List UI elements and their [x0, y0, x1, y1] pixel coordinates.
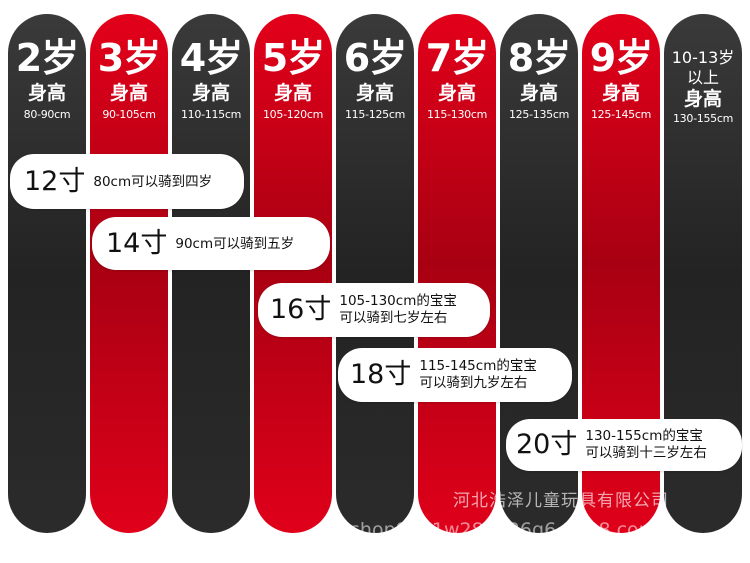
size-description-line1: 115-145cm的宝宝	[419, 358, 537, 374]
age-label: 7岁	[425, 36, 489, 80]
size-label: 12寸	[24, 165, 86, 197]
age-column-2: 2岁 身高 80-90cm	[8, 14, 86, 533]
size-pill-12: 12寸 80cm可以骑到四岁	[10, 154, 244, 209]
age-column-7: 7岁 身高 115-130cm	[418, 14, 496, 533]
height-label: 身高	[109, 82, 148, 104]
height-label: 身高	[601, 82, 640, 104]
height-label: 身高	[355, 82, 394, 104]
size-pill-14: 14寸 90cm可以骑到五岁	[92, 217, 330, 270]
height-range: 110-115cm	[180, 108, 242, 121]
size-description: 80cm可以骑到四岁	[93, 173, 213, 190]
height-label: 身高	[683, 88, 722, 110]
height-label: 身高	[437, 82, 476, 104]
size-pill-20: 20寸 130-155cm的宝宝 可以骑到十三岁左右	[506, 419, 742, 471]
size-label: 20寸	[516, 429, 578, 460]
age-column-6: 6岁 身高 115-125cm	[336, 14, 414, 533]
height-range: 130-155cm	[672, 112, 734, 125]
age-label: 3岁	[97, 36, 161, 80]
age-label: 4岁	[179, 36, 243, 80]
size-description-line2: 可以骑到七岁左右	[339, 310, 448, 326]
age-label: 8岁	[507, 36, 571, 80]
size-pill-18: 18寸 115-145cm的宝宝 可以骑到九岁左右	[338, 348, 572, 402]
size-description: 105-130cm的宝宝 可以骑到七岁左右	[339, 293, 456, 327]
height-label: 身高	[27, 82, 66, 104]
height-range: 105-120cm	[262, 108, 324, 121]
age-label: 10-13岁 以上	[671, 48, 735, 87]
age-label: 6岁	[343, 36, 407, 80]
age-column-5: 5岁 身高 105-120cm	[254, 14, 332, 533]
height-label: 身高	[191, 82, 230, 104]
height-range: 125-145cm	[590, 108, 652, 121]
height-label: 身高	[519, 82, 558, 104]
size-description: 130-155cm的宝宝 可以骑到十三岁左右	[585, 428, 707, 462]
age-label: 5岁	[261, 36, 325, 80]
height-range: 125-135cm	[508, 108, 570, 121]
size-description-line1: 105-130cm的宝宝	[339, 293, 457, 309]
height-range: 90-105cm	[102, 108, 156, 121]
size-description: 115-145cm的宝宝 可以骑到九岁左右	[419, 358, 536, 392]
size-label: 16寸	[270, 294, 332, 325]
age-column-3: 3岁 身高 90-105cm	[90, 14, 168, 533]
size-pill-16: 16寸 105-130cm的宝宝 可以骑到七岁左右	[258, 283, 490, 337]
url-watermark: shop8671w28g726g6.1688.com	[350, 519, 658, 541]
size-description-line1: 130-155cm的宝宝	[585, 428, 703, 444]
size-label: 14寸	[106, 227, 168, 259]
height-label: 身高	[273, 82, 312, 104]
size-description: 90cm可以骑到五岁	[175, 235, 295, 252]
age-label: 9岁	[589, 36, 653, 80]
size-description-line2: 可以骑到十三岁左右	[585, 445, 707, 461]
age-label: 2岁	[15, 36, 79, 80]
age-column-4: 4岁 身高 110-115cm	[172, 14, 250, 533]
height-range: 115-130cm	[426, 108, 488, 121]
size-description-line2: 可以骑到九岁左右	[419, 375, 528, 391]
height-range: 80-90cm	[23, 108, 71, 121]
size-label: 18寸	[350, 359, 412, 390]
company-watermark: 河北浩泽儿童玩具有限公司	[453, 491, 669, 511]
height-range: 115-125cm	[344, 108, 406, 121]
